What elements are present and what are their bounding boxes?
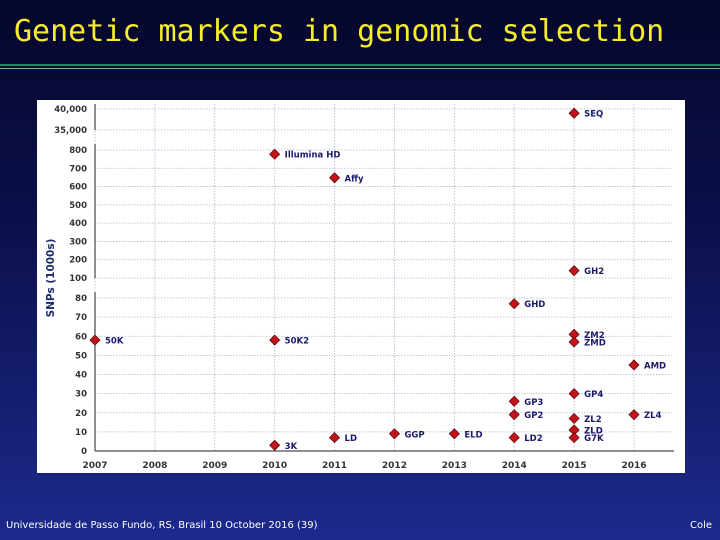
data-point-label: GP3 xyxy=(524,398,543,408)
data-point-label: 50K xyxy=(105,337,124,347)
snp-chart: 0 10 20 30 40 50 60 70 80 100 200 300 400 500 600 700 80… xyxy=(45,104,674,471)
data-point-marker xyxy=(568,412,580,425)
y-tick-label: 700 xyxy=(69,164,87,174)
y-tick-label: 80 xyxy=(75,294,87,304)
title-underline xyxy=(0,64,720,66)
x-tick-label: 2013 xyxy=(442,461,467,471)
data-point-marker xyxy=(508,432,520,444)
y-tick-label: 60 xyxy=(75,332,87,342)
data-point-label: AMD xyxy=(644,361,666,371)
data-point-marker xyxy=(269,439,281,451)
data-point-marker xyxy=(568,265,580,277)
footer-source: Universidade de Passo Fundo, RS, Brasil … xyxy=(6,520,318,531)
y-tick-label: 50 xyxy=(75,351,87,361)
data-point-label: SEQ xyxy=(584,110,603,120)
data-point-label: ZMD xyxy=(584,338,606,348)
chart-panel: 0 10 20 30 40 50 60 70 80 100 200 300 400 500 600 700 80… xyxy=(37,100,685,473)
data-point-marker xyxy=(628,359,640,371)
data-point-label: GH2 xyxy=(584,267,604,277)
y-tick-label: 600 xyxy=(69,183,87,193)
y-tick-label: 300 xyxy=(69,237,87,247)
data-point-label: Affy xyxy=(345,174,364,184)
y-tick-label: 100 xyxy=(69,274,87,284)
x-tick-label: 2015 xyxy=(562,461,587,471)
data-point-marker xyxy=(568,388,580,400)
data-point-label: ELD xyxy=(464,430,482,440)
data-point-marker xyxy=(568,336,580,348)
data-point-marker xyxy=(448,428,460,440)
y-tick-label: 40 xyxy=(75,371,87,381)
data-point-label: LD2 xyxy=(524,434,542,444)
data-point-label: G7K xyxy=(584,434,604,444)
x-tick-label: 2009 xyxy=(202,461,227,471)
data-point-marker xyxy=(388,428,401,440)
y-tick-label: 70 xyxy=(75,313,87,323)
data-point-marker xyxy=(508,395,520,407)
data-point-label: ZL2 xyxy=(584,415,602,425)
slide-title: Genetic markers in genomic selection xyxy=(14,14,665,49)
y-tick-label: 200 xyxy=(69,256,87,266)
footer-author: Cole xyxy=(689,520,712,531)
data-point-marker xyxy=(508,409,520,421)
x-tick-label: 2012 xyxy=(382,461,407,471)
data-point-marker xyxy=(328,432,341,444)
data-point-marker xyxy=(269,334,281,346)
data-point-label: Illumina HD xyxy=(285,151,341,161)
x-tick-label: 2007 xyxy=(82,461,107,471)
data-point-marker xyxy=(508,298,520,310)
data-point-label: GHD xyxy=(524,300,545,310)
y-tick-label: 10 xyxy=(75,428,87,438)
y-tick-label: 30 xyxy=(75,390,87,400)
title-underline-thin xyxy=(0,68,720,69)
y-tick-label: 0 xyxy=(81,447,87,457)
y-tick-label: 40,000 xyxy=(54,105,87,115)
x-tick-label: 2014 xyxy=(502,461,527,471)
y-tick-label: 20 xyxy=(75,409,87,419)
data-point-marker xyxy=(568,432,580,444)
y-axis-title: SNPs (1000s) xyxy=(45,239,57,318)
data-point-label: ZLD xyxy=(584,426,603,436)
data-point-label: 3K xyxy=(285,442,298,452)
x-tick-label: 2016 xyxy=(621,461,646,471)
data-point-marker xyxy=(269,148,281,160)
y-tick-label: 500 xyxy=(69,201,87,211)
data-point-label: GP4 xyxy=(584,390,603,400)
data-point-label: ZL4 xyxy=(644,411,662,421)
data-point-marker xyxy=(628,409,640,421)
data-point-label: 50K2 xyxy=(285,337,309,347)
y-tick-label: 35,000 xyxy=(54,126,87,136)
y-tick-label: 400 xyxy=(69,219,87,229)
x-tick-label: 2010 xyxy=(262,461,287,471)
x-tick-label: 2011 xyxy=(322,461,347,471)
data-point-label: GGP xyxy=(404,430,424,440)
data-point-marker xyxy=(89,334,101,346)
data-point-label: GP2 xyxy=(524,411,543,421)
data-point-label: ZM2 xyxy=(584,331,605,341)
data-point-marker xyxy=(568,107,580,119)
x-tick-label: 2008 xyxy=(142,461,167,471)
y-tick-label: 800 xyxy=(69,146,87,156)
data-point-label: LD xyxy=(345,434,357,444)
data-point-marker xyxy=(328,172,341,184)
